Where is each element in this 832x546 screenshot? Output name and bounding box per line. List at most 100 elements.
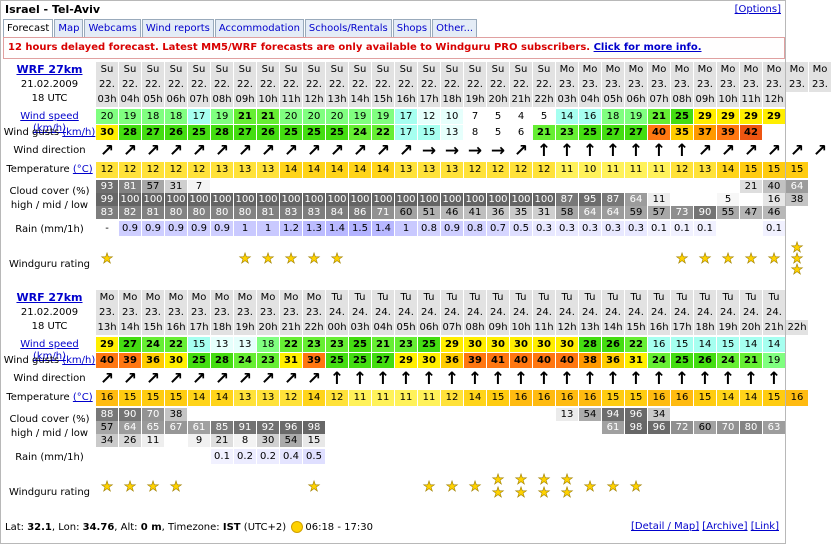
- cloud-mid-cell: 64: [625, 193, 647, 206]
- cloud-high-cell: [418, 180, 440, 193]
- date-cell: 23.: [211, 305, 233, 320]
- tab-wind-reports[interactable]: Wind reports: [141, 19, 214, 37]
- model-name[interactable]: WRF 27km: [16, 63, 83, 76]
- rain-cell: 0.7: [487, 221, 509, 236]
- cloud-high-cell: [694, 408, 716, 421]
- cloud-mid-cell: 100: [464, 193, 486, 206]
- wind-direction-label: Wind direction: [13, 373, 86, 384]
- link-link[interactable]: [Link]: [750, 521, 779, 532]
- temperature-cell: 14: [349, 162, 371, 178]
- wind-speed-label[interactable]: Wind speed: [20, 339, 79, 350]
- wind-speed-unit[interactable]: (km/h): [32, 123, 67, 134]
- wind-speed-unit[interactable]: (km/h): [32, 351, 67, 362]
- day-cell: Tu: [579, 290, 601, 305]
- wind-gusts-unit[interactable]: (km/h): [62, 127, 96, 138]
- temperature-cell: 11: [625, 162, 647, 178]
- wind-gusts-cell: 24: [648, 353, 670, 368]
- hour-cell: [809, 320, 831, 335]
- temperature-cell: 12: [119, 162, 141, 178]
- wind-direction-arrow: ↗: [743, 141, 759, 161]
- day-cell: Tu: [510, 290, 532, 305]
- rain-cell: 0.2: [234, 449, 256, 464]
- options-link[interactable]: [Options]: [734, 4, 781, 15]
- cloud-cover-label: Cloud cover (%): [9, 414, 90, 425]
- more-info-link[interactable]: Click for more info.: [593, 42, 702, 53]
- hour-cell: 05h: [142, 92, 164, 107]
- wind-gusts-cell: 23: [556, 125, 578, 140]
- wind-direction-arrow: ↗: [283, 141, 299, 161]
- rating-cell: ★ ★: [533, 465, 555, 509]
- cloud-high-cell: [211, 408, 233, 421]
- wind-direction-arrow: ↑: [720, 369, 736, 389]
- rating-cell: [142, 237, 164, 281]
- wind-speed-label[interactable]: Wind speed: [20, 111, 79, 122]
- hour-cell: 13h: [326, 92, 348, 107]
- tab-shops[interactable]: Shops: [392, 19, 432, 37]
- tab-webcams[interactable]: Webcams: [84, 19, 141, 37]
- cloud-high-cell: [349, 180, 371, 193]
- wind-speed-cell: [809, 337, 831, 352]
- model-name[interactable]: WRF 27km: [16, 291, 83, 304]
- day-cell: Su: [96, 62, 118, 77]
- rating-cell: ★: [303, 465, 325, 509]
- wind-direction-arrow: ↗: [812, 141, 828, 161]
- wind-gusts-unit[interactable]: (km/h): [62, 355, 96, 366]
- cloud-mid-cell: 61: [602, 421, 624, 434]
- cloud-mid-cell: 87: [556, 193, 578, 206]
- hour-cell: 14h: [119, 320, 141, 335]
- cloud-low-cell: 58: [556, 206, 578, 219]
- temperature-cell: 15: [119, 390, 141, 406]
- hour-cell: 10h: [510, 320, 532, 335]
- hour-row: 03h 04h 05h 06h 07h 08h 09h 10h 11h 12h 13h 14h 15h 1…: [96, 92, 832, 107]
- star-icon: ★: [560, 485, 574, 501]
- run-utc: 18 UTC: [31, 321, 68, 332]
- detail-map-link[interactable]: [Detail / Map]: [631, 521, 700, 532]
- temperature-unit[interactable]: (°C): [72, 164, 93, 175]
- day-cell: Su: [510, 62, 532, 77]
- tab-other[interactable]: Other...: [432, 19, 478, 37]
- archive-link[interactable]: [Archive]: [702, 521, 748, 532]
- hour-cell: 09h: [694, 92, 716, 107]
- rating-cell: [602, 237, 624, 281]
- cloud-low-cell: 81: [257, 206, 279, 219]
- star-icon: ★: [238, 251, 252, 268]
- cloud-low-cell: 59: [625, 206, 647, 219]
- wind-gusts-cell: 39: [303, 353, 325, 368]
- wind-speed-cell: 19: [625, 109, 647, 124]
- cloud-high-cell: [211, 180, 233, 193]
- cloud-layers-label: high / mid / low: [10, 200, 89, 211]
- tab-forecast[interactable]: Forecast: [3, 19, 54, 37]
- cloud-low-cell: [487, 434, 509, 447]
- date-cell: 22.: [188, 77, 210, 92]
- cloud-mid-cell: 60: [694, 421, 716, 434]
- cloud-mid-cell: 96: [280, 421, 302, 434]
- cloud-high-row: 93 81 57 31 7 21 40 64: [96, 180, 832, 193]
- cloud-mid-cell: 65: [142, 421, 164, 434]
- cloud-high-cell: [625, 180, 647, 193]
- rating-cell: ★ ★: [487, 465, 509, 509]
- cloud-mid-cell: [372, 421, 394, 434]
- rating-cell: [395, 237, 417, 281]
- rain-cell: [372, 449, 394, 464]
- cloud-low-cell: [786, 434, 808, 447]
- tab-map[interactable]: Map: [54, 19, 84, 37]
- temperature-cell: 15: [602, 390, 624, 406]
- wind-speed-cell: 30: [533, 337, 555, 352]
- wind-gusts-cell: 25: [188, 125, 210, 140]
- rating-cell: [119, 237, 141, 281]
- wind-speed-cell: 28: [579, 337, 601, 352]
- tab-schools-rentals[interactable]: Schools/Rentals: [304, 19, 392, 37]
- cloud-mid-cell: [740, 193, 762, 206]
- wind-speed-cell: 18: [602, 109, 624, 124]
- cloud-high-cell: [234, 408, 256, 421]
- day-cell: Tu: [763, 290, 785, 305]
- day-cell: Su: [234, 62, 256, 77]
- tab-accommodation[interactable]: Accommodation: [214, 19, 304, 37]
- star-icon: ★: [560, 472, 574, 488]
- date-cell: 22.: [165, 77, 187, 92]
- rating-cell: [165, 237, 187, 281]
- temperature-unit[interactable]: (°C): [72, 392, 93, 403]
- cloud-low-cell: [165, 434, 187, 447]
- wind-gusts-cell: [809, 353, 831, 368]
- cloud-low-row: 83 82 81 80 80 80 80 81 83 83 84 86 71 60 51 46 41 36 35 31…: [96, 206, 832, 219]
